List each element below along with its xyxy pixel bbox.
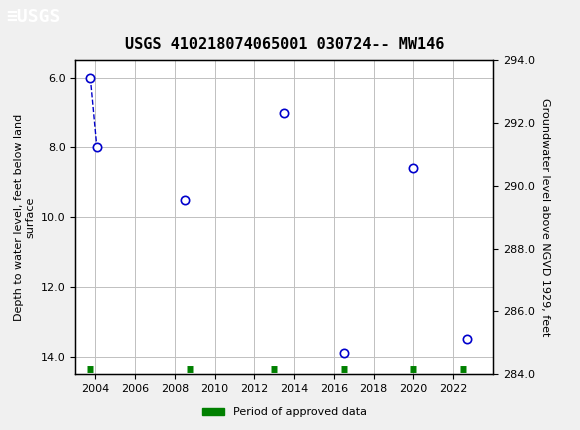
Y-axis label: Groundwater level above NGVD 1929, feet: Groundwater level above NGVD 1929, feet bbox=[541, 98, 550, 336]
Title: USGS 410218074065001 030724-- MW146: USGS 410218074065001 030724-- MW146 bbox=[125, 37, 444, 52]
Text: ≡USGS: ≡USGS bbox=[6, 8, 60, 26]
Legend: Period of approved data: Period of approved data bbox=[197, 403, 371, 422]
Y-axis label: Depth to water level, feet below land
surface: Depth to water level, feet below land su… bbox=[14, 114, 35, 321]
